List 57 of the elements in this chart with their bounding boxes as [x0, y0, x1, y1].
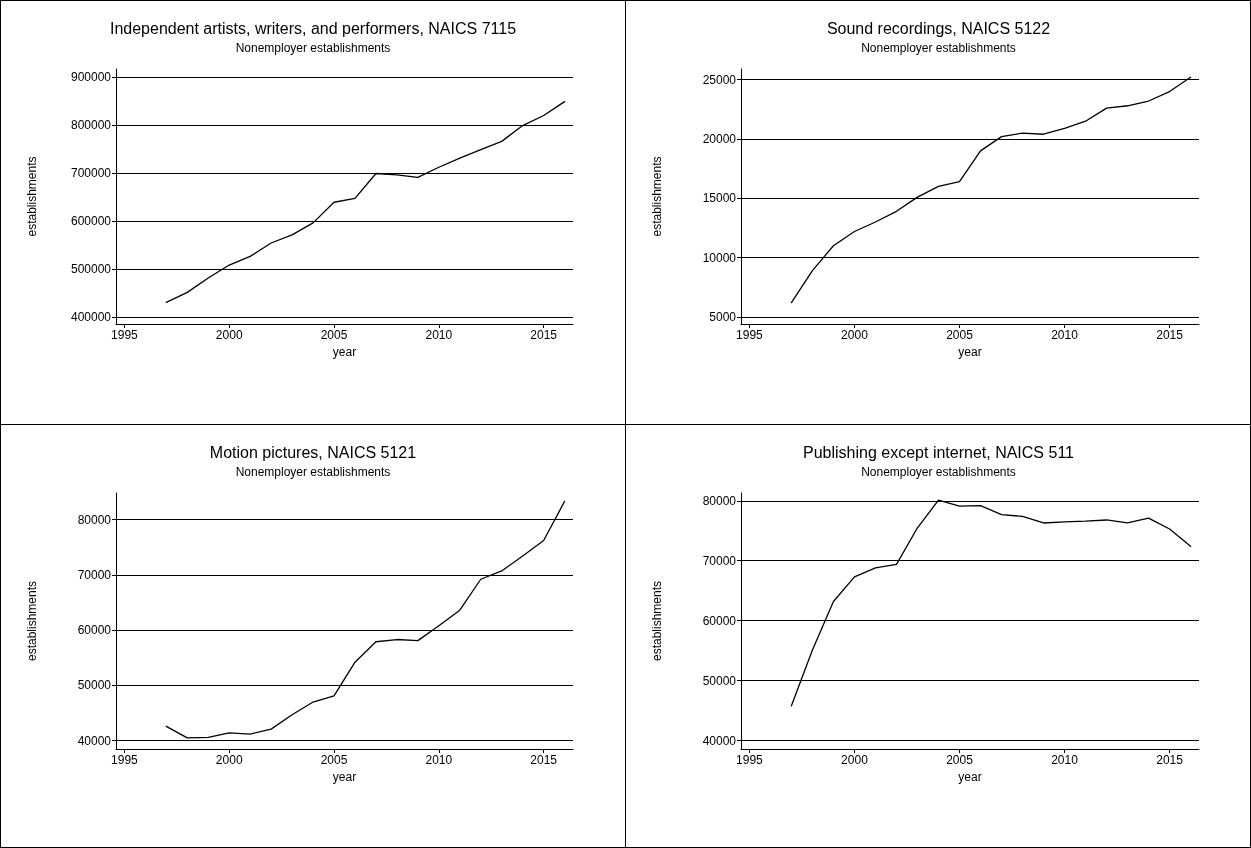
chart-subtitle: Nonemployer establishments: [861, 465, 1016, 479]
y-axis-title: establishments: [25, 580, 39, 662]
x-tick-label: 1995: [736, 753, 764, 767]
x-tick-label: 2005: [320, 753, 348, 767]
y-tick-label: 10000: [702, 250, 737, 265]
chart-title: Independent artists, writers, and performers, NAICS 7115: [109, 19, 517, 37]
x-axis-title: year: [332, 770, 357, 784]
x-tick-label: 2015: [530, 328, 558, 342]
y-tick-label: 50000: [77, 678, 112, 693]
y-tick-label: 60000: [77, 623, 112, 638]
y-tick-label: 900000: [70, 70, 112, 85]
chart-title: Motion pictures, NAICS 5121: [209, 443, 417, 461]
x-tick-label: 2015: [530, 753, 558, 767]
x-tick-label: 2010: [1051, 753, 1079, 767]
chart-title: Publishing except internet, NAICS 511: [803, 443, 1075, 461]
chart-subtitle: Nonemployer establishments: [235, 465, 391, 479]
x-tick-label: 2005: [946, 753, 974, 767]
x-tick-label: 1995: [736, 328, 764, 342]
y-tick-label: 40000: [77, 733, 112, 748]
y-tick-label: 15000: [702, 191, 737, 206]
y-tick-label: 500000: [70, 261, 112, 276]
x-tick-label: 1995: [111, 753, 139, 767]
x-tick-label: 2010: [425, 328, 453, 342]
x-tick-label: 1995: [111, 328, 139, 342]
y-tick-label: 800000: [70, 118, 112, 133]
y-tick-label: 700000: [70, 166, 112, 181]
y-tick-label: 70000: [77, 567, 112, 582]
x-tick-label: 2000: [841, 328, 869, 342]
y-tick-label: 50000: [702, 673, 737, 688]
x-tick-label: 2010: [1051, 328, 1079, 342]
x-axis-title: year: [958, 345, 982, 359]
y-tick-label: 5000: [709, 309, 737, 324]
y-axis-title: establishments: [650, 580, 664, 662]
chart-subtitle: Nonemployer establishments: [235, 41, 391, 55]
chart-subtitle: Nonemployer establishments: [861, 41, 1016, 55]
y-tick-label: 25000: [702, 72, 737, 87]
x-tick-label: 2005: [320, 328, 348, 342]
y-tick-label: 70000: [702, 553, 737, 568]
y-tick-label: 600000: [70, 213, 112, 228]
x-tick-label: 2000: [841, 753, 869, 767]
y-tick-label: 40000: [702, 733, 737, 748]
y-tick-label: 60000: [702, 613, 737, 628]
x-tick-label: 2000: [215, 328, 243, 342]
x-axis-title: year: [958, 770, 982, 784]
x-tick-label: 2005: [946, 328, 974, 342]
y-tick-label: 20000: [702, 131, 737, 146]
x-tick-label: 2015: [1156, 753, 1184, 767]
x-tick-label: 2000: [215, 753, 243, 767]
y-tick-label: 80000: [702, 493, 737, 508]
y-axis-title: establishments: [650, 156, 664, 237]
y-tick-label: 80000: [77, 512, 112, 527]
x-axis-title: year: [332, 345, 357, 359]
x-tick-label: 2015: [1156, 328, 1184, 342]
y-tick-label: 400000: [70, 309, 112, 324]
chart-title: Sound recordings, NAICS 5122: [826, 19, 1051, 37]
y-axis-title: establishments: [25, 156, 39, 237]
x-tick-label: 2010: [425, 753, 453, 767]
